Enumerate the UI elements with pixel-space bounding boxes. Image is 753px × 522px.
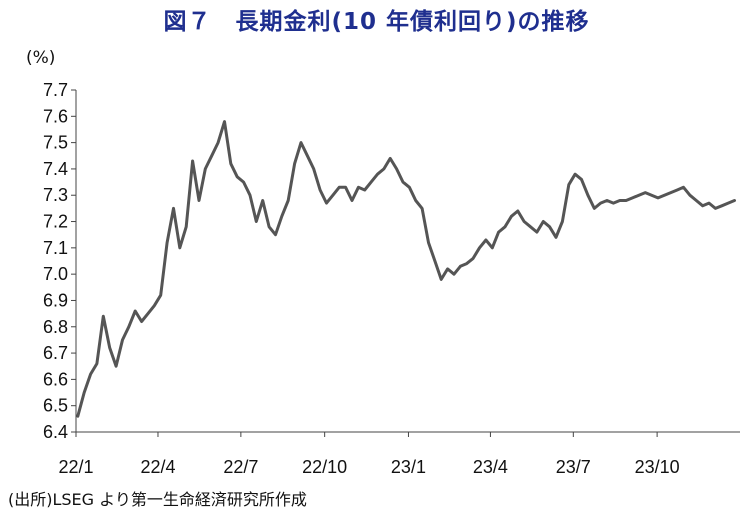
y-tick-label: 6.9	[43, 290, 68, 310]
chart-title: 図７ 長期金利(10 年債利回り)の推移	[163, 9, 590, 35]
y-tick-label: 6.6	[43, 369, 68, 389]
series-line	[76, 120, 736, 418]
y-tick-label: 6.7	[43, 343, 68, 363]
x-tick-label: 23/1	[391, 457, 426, 477]
y-tick-label: 7.7	[43, 80, 68, 100]
y-tick-label: 7.3	[43, 185, 68, 205]
x-tick-label: 23/7	[556, 457, 591, 477]
x-tick-label: 22/4	[140, 457, 175, 477]
y-tick-label: 7.1	[43, 238, 68, 258]
chart-axes	[75, 90, 740, 433]
y-tick-label: 7.5	[43, 133, 68, 153]
source-note: (出所)LSEG より第一生命経済研究所作成	[8, 490, 307, 509]
y-tick-label: 7.0	[43, 264, 68, 284]
y-axis-unit-label: (%)	[26, 48, 56, 68]
x-tick-label: 23/4	[473, 457, 508, 477]
x-tick-label: 23/10	[635, 457, 680, 477]
x-axis-ticks: 22/1 22/4 22/7 22/10 23/1 23/4 23/7 23/10	[58, 432, 680, 477]
series-layer	[76, 120, 736, 418]
y-axis-ticks: 7.7 7.6 7.5 7.4 7.3 7.2 7.1 7.0 6.9 6.8 6.7 6.6 6.5 6…	[43, 80, 76, 442]
y-tick-label: 6.8	[43, 317, 68, 337]
y-tick-label: 7.6	[43, 106, 68, 126]
y-tick-label: 7.4	[43, 159, 68, 179]
y-tick-label: 6.5	[43, 396, 68, 416]
y-tick-label: 6.4	[43, 422, 68, 442]
x-tick-label: 22/10	[302, 457, 347, 477]
x-tick-label: 22/1	[58, 457, 93, 477]
x-tick-label: 22/7	[223, 457, 258, 477]
y-tick-label: 7.2	[43, 212, 68, 232]
